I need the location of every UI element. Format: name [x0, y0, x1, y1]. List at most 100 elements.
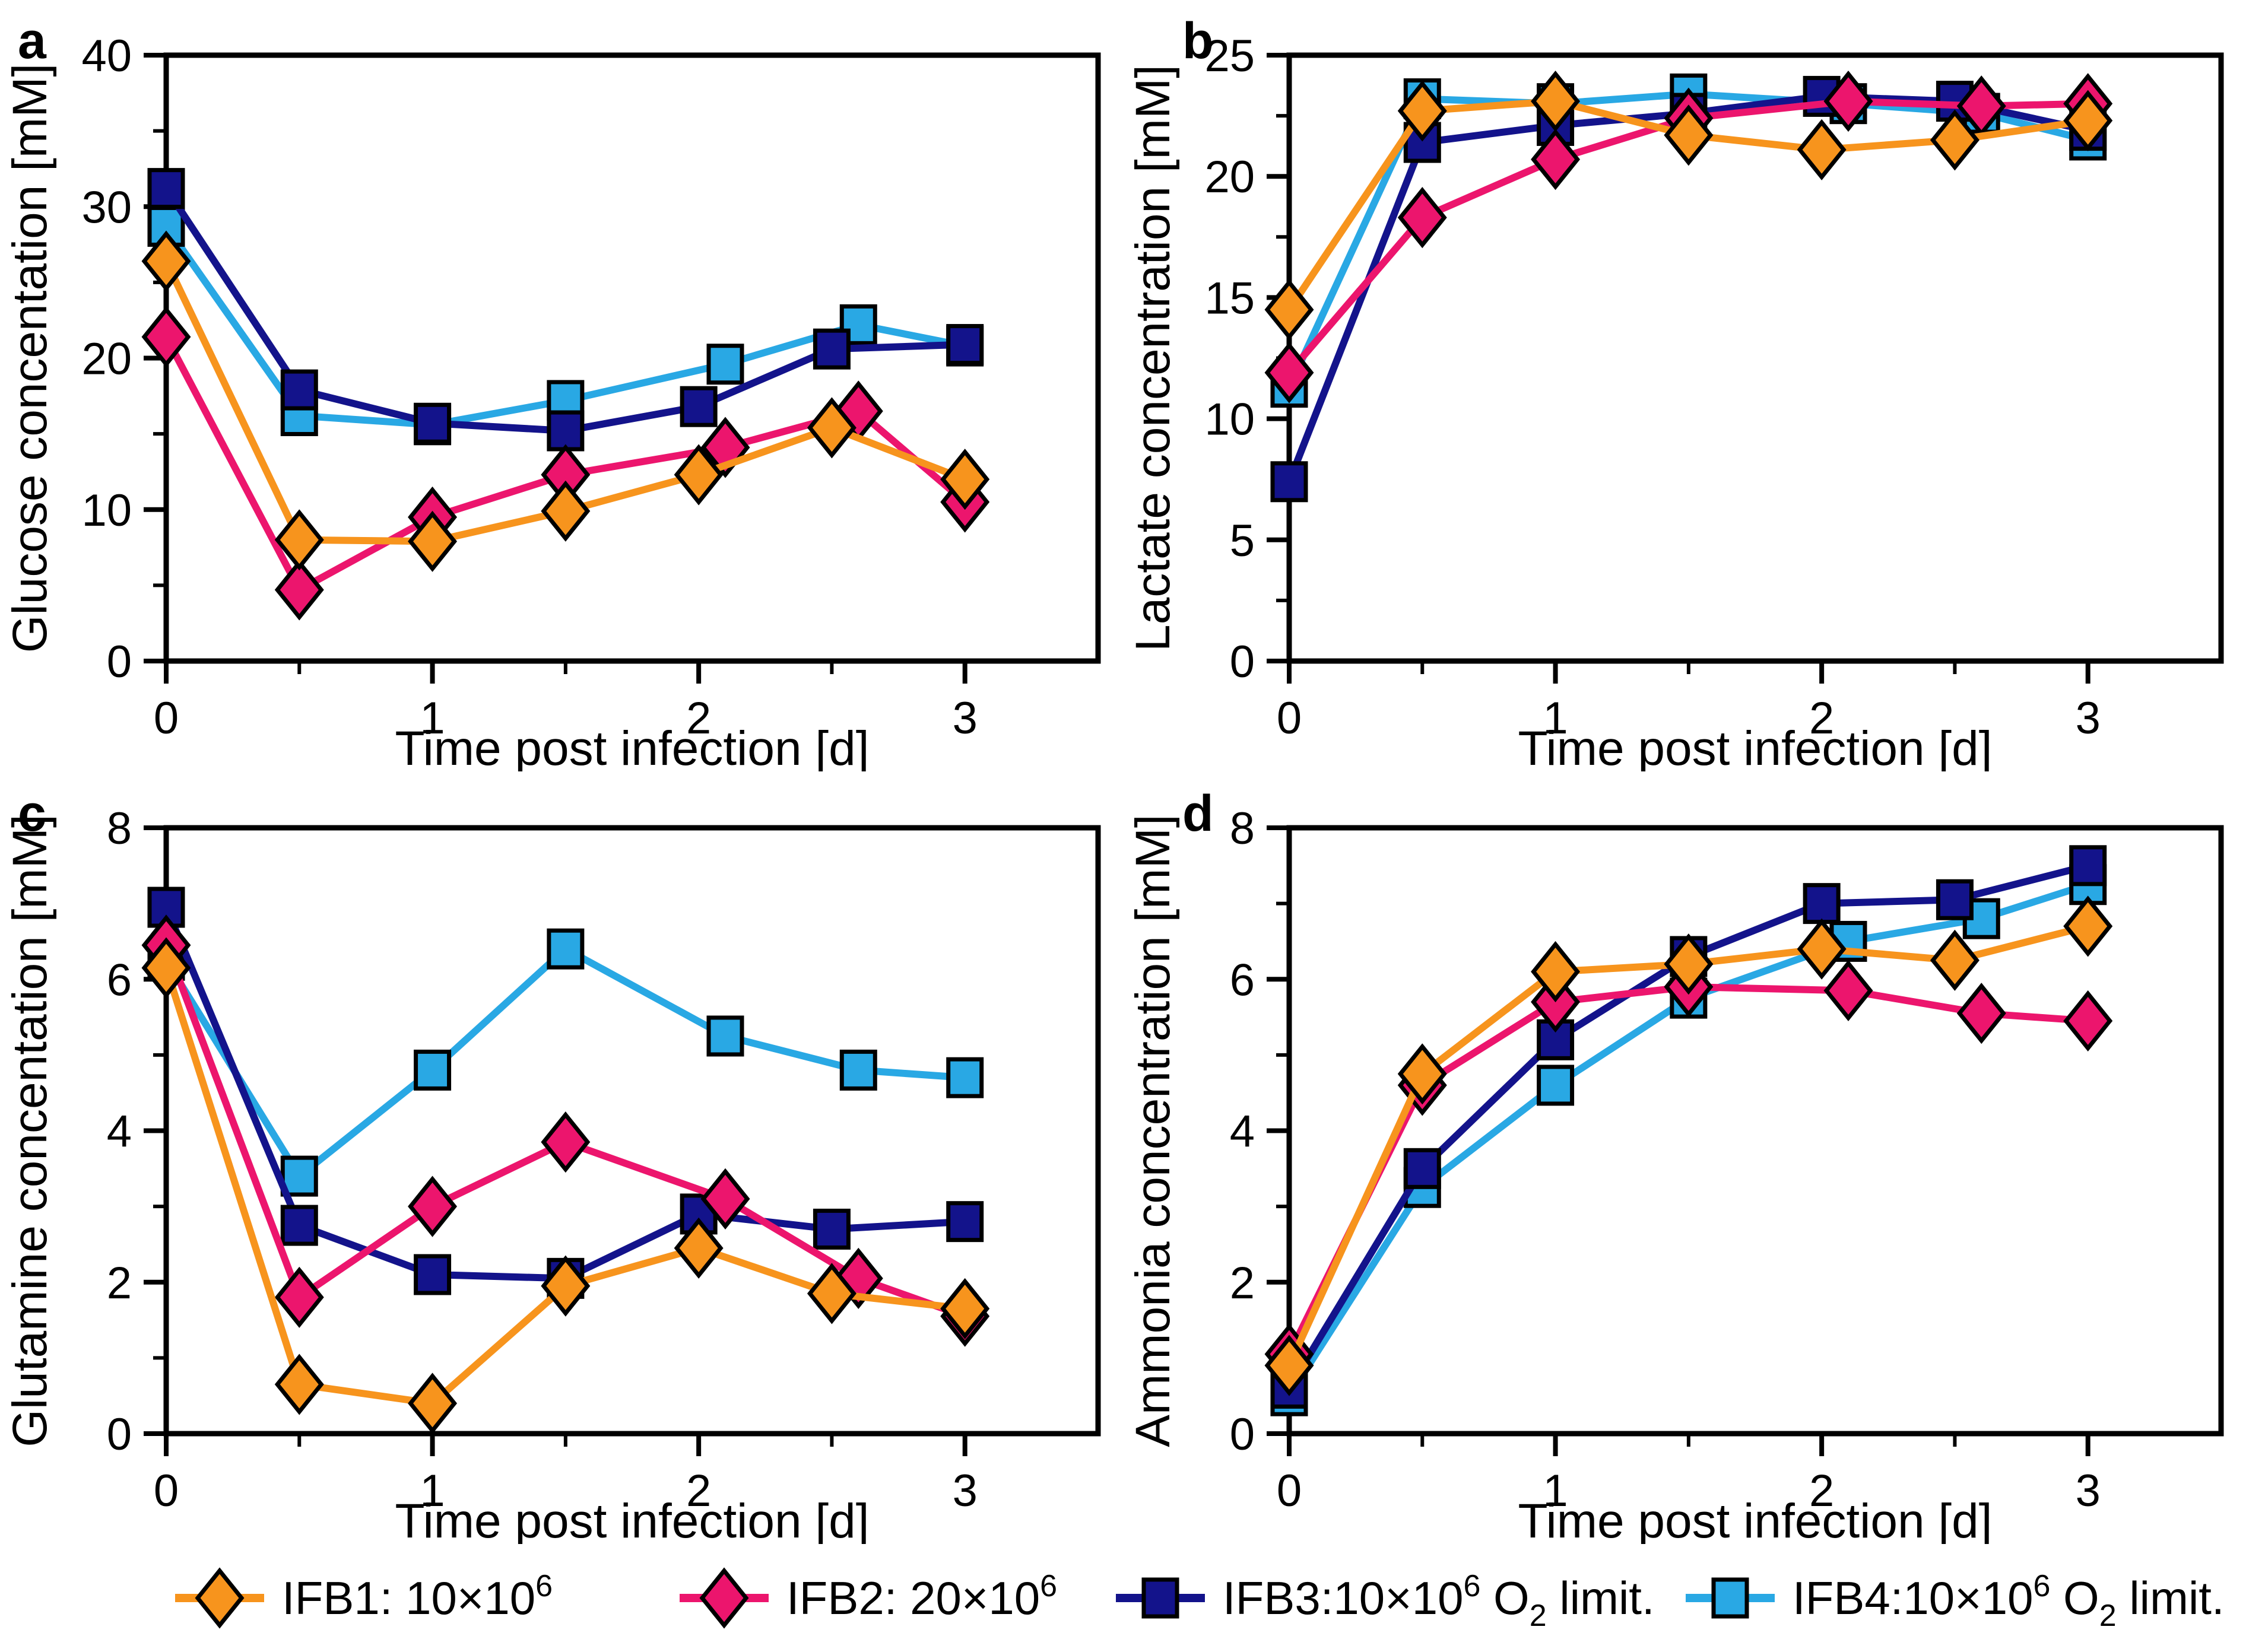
series-IFB2-marker: [1397, 187, 1447, 249]
series-IFB4-marker: [706, 1015, 744, 1057]
y-tick-label: 10: [1204, 395, 1255, 445]
y-tick-label: 4: [1230, 1107, 1255, 1157]
series-IFB4-marker: [1537, 1065, 1575, 1106]
series-IFB3-marker: [414, 1254, 452, 1295]
legend-item-ifb4: IFB4:10×106 O2 limit.: [1686, 1544, 2225, 1652]
x-axis-title: Time post infection [d]: [1518, 722, 1992, 771]
series-IFB1-marker: [940, 449, 990, 510]
legend-marker-shape: [1141, 1577, 1179, 1619]
series-IFB2-marker: [1823, 960, 1873, 1021]
series-IFB3-marker: [147, 168, 185, 209]
x-tick-label: 1: [1543, 1466, 1568, 1516]
series-IFB1-marker: [1664, 104, 1714, 166]
series-IFB2-marker: [1531, 129, 1581, 190]
x-tick-label: 0: [1277, 693, 1302, 744]
x-tick-label: 2: [686, 693, 711, 744]
series-IFB1-marker: [1664, 933, 1714, 995]
series-IFB1-marker: [2063, 90, 2113, 151]
x-tick-label: 3: [2076, 1466, 2101, 1516]
y-tick-label: 0: [1230, 1409, 1255, 1460]
panel-letter-a: a: [18, 12, 47, 69]
series-IFB3-marker: [946, 324, 984, 366]
series-IFB4-marker: [706, 344, 744, 385]
series-IFB3-marker: [280, 369, 318, 411]
series-IFB4-marker: [414, 1049, 452, 1091]
y-tick-label: 5: [1230, 516, 1255, 566]
panel-a: a 0 1 2 3 0 10 20 30 40 Time post infection [d] Glu…: [0, 0, 1123, 776]
legend-item-ifb1: IFB1: 10×106: [175, 1544, 553, 1652]
y-tick-label: 6: [1230, 955, 1255, 1005]
series-IFB2-marker: [700, 1168, 750, 1230]
y-tick-label: 0: [1230, 637, 1255, 687]
y-tick-label: 6: [107, 955, 132, 1005]
legend: IFB1: 10×106 IFB2: 20×106 IFB3:10×106 O2 l…: [0, 1544, 2246, 1652]
x-tick-label: 3: [953, 693, 978, 744]
series-IFB2-marker: [141, 306, 191, 368]
y-tick-label: 2: [1230, 1258, 1255, 1308]
series-IFB1-marker: [807, 397, 856, 459]
series-IFB1-marker: [940, 1278, 990, 1340]
series-IFB1-marker: [2063, 895, 2113, 957]
series-IFB4-marker: [839, 1049, 877, 1091]
x-tick-label: 2: [686, 1466, 711, 1516]
legend-marker-shape: [195, 1567, 245, 1629]
y-tick-label: 40: [81, 31, 132, 81]
series-IFB2-marker: [408, 1176, 458, 1237]
series-IFB1-marker: [1930, 109, 1979, 171]
legend-label-ifb3: IFB3:10×106 O2 limit.: [1223, 1568, 1655, 1633]
panel-letter-c: c: [18, 785, 46, 842]
y-axis-title: Glutamine concentation [mM]: [3, 814, 57, 1447]
x-tick-label: 0: [154, 1466, 179, 1516]
y-tick-label: 8: [1230, 803, 1255, 854]
series-IFB3-marker: [1803, 883, 1841, 925]
series-IFB2-marker: [274, 1266, 324, 1328]
series-IFB3-marker: [1403, 1148, 1441, 1189]
legend-marker-ifb3-icon: [1116, 1577, 1205, 1619]
series-IFB1-marker: [141, 230, 191, 292]
panel-letter-b: b: [1182, 12, 1214, 69]
chart-panel-c: c 0 1 2 3 0 2 4 6 8 Time post infection [d] Glutami…: [3, 785, 1101, 1548]
series-IFB1-marker: [1531, 71, 1581, 132]
y-tick-label: 20: [1204, 152, 1255, 202]
series-IFB2-marker: [2063, 990, 2113, 1052]
legend-label-ifb4: IFB4:10×106 O2 limit.: [1793, 1568, 2225, 1633]
series-IFB1-marker: [674, 444, 724, 506]
x-tick-label: 1: [420, 1466, 445, 1516]
series-IFB1-marker: [1797, 918, 1847, 980]
x-tick-label: 1: [1543, 693, 1568, 744]
y-tick-label: 15: [1204, 273, 1255, 323]
series-IFB2-marker: [541, 1111, 591, 1173]
series-IFB3-marker: [280, 1205, 318, 1246]
y-tick-label: 20: [81, 334, 132, 385]
legend-marker-ifb4-icon: [1686, 1577, 1775, 1619]
y-tick-label: 0: [107, 637, 132, 687]
series-IFB3-marker: [2069, 845, 2107, 887]
legend-item-ifb2: IFB2: 20×106: [680, 1544, 1057, 1652]
legend-label-ifb1: IFB1: 10×106: [282, 1568, 553, 1624]
plot-frame: [163, 825, 1101, 1437]
series-IFB1-marker: [541, 480, 591, 542]
legend-label-ifb2: IFB2: 20×106: [786, 1568, 1058, 1624]
series-IFB4-marker: [547, 928, 585, 970]
y-tick-label: 10: [81, 485, 132, 536]
y-tick-label: 2: [107, 1258, 132, 1308]
series-IFB1-marker: [1397, 80, 1447, 142]
legend-item-ifb3: IFB3:10×106 O2 limit.: [1116, 1544, 1655, 1652]
series-IFB1-marker: [807, 1263, 856, 1324]
series-IFB1-marker: [674, 1217, 724, 1279]
x-axis-title: Time post infection [d]: [395, 1494, 869, 1544]
series-IFB4-marker: [946, 1057, 984, 1098]
chart-panel-b: b 0 1 2 3 0 5 10 15 20 25 Time post infection [d] La…: [1126, 12, 2224, 776]
y-tick-label: 0: [107, 1409, 132, 1460]
series-IFB1-marker: [1264, 279, 1314, 341]
x-axis-title: Time post infection [d]: [395, 722, 869, 771]
x-tick-label: 2: [1809, 693, 1834, 744]
panel-c: c 0 1 2 3 0 2 4 6 8 Time post infection [d] Glutami…: [0, 773, 1123, 1548]
x-tick-label: 3: [2076, 693, 2101, 744]
panel-d: d 0 1 2 3 0 2 4 6 8 Time post infection [d] Ammonia…: [1123, 773, 2246, 1548]
series-IFB4-marker: [280, 1155, 318, 1197]
series-IFB2-marker: [274, 559, 324, 621]
x-axis-title: Time post infection [d]: [1518, 1494, 1992, 1544]
